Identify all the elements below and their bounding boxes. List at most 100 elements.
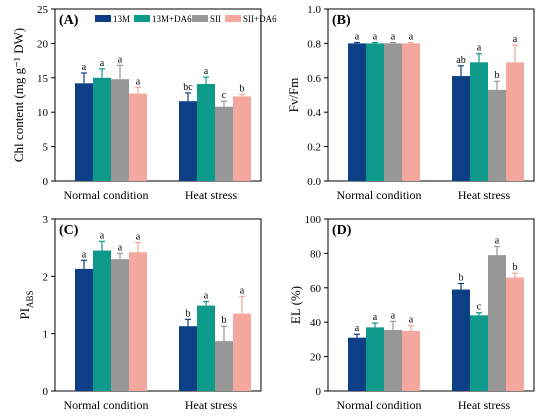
y-tick-label: 0.6 [307, 73, 321, 85]
bar [179, 326, 197, 391]
panel-label: (C) [59, 223, 79, 238]
y-tick-label: 0.8 [307, 38, 321, 50]
significance-letter: a [373, 32, 378, 43]
bar [506, 277, 524, 391]
y-axis-label: Fv/Fm [286, 78, 301, 113]
significance-letter: a [513, 34, 518, 45]
significance-letter: ab [456, 55, 465, 66]
y-tick-label: 0.2 [307, 142, 321, 154]
significance-letter: a [136, 76, 141, 87]
bar [129, 252, 147, 391]
significance-letter: a [495, 236, 500, 247]
bar [111, 259, 129, 391]
legend-label-13m: 13M [113, 14, 130, 24]
significance-letter: b [495, 70, 500, 81]
y-tick-label: 80 [310, 248, 322, 260]
significance-letter: a [240, 285, 245, 296]
bar [402, 43, 420, 182]
bar [215, 341, 233, 391]
y-tick-label: 1 [43, 329, 49, 341]
significance-letter: a [409, 315, 414, 326]
y-axis: 0.0 0.2 0.4 0.6 0.8 1.0 [307, 4, 328, 188]
x-tick-label: Heat stress [185, 398, 238, 412]
bar [215, 106, 233, 181]
panel-label: (B) [332, 13, 351, 28]
y-tick-label: 60 [310, 283, 322, 295]
panel-label: (D) [332, 223, 352, 238]
significance-letter: a [391, 32, 396, 43]
bar [197, 305, 215, 391]
legend-swatch-13m [95, 15, 111, 22]
y-tick-label: 1.0 [307, 4, 321, 16]
y-tick-label: 2 [43, 271, 49, 283]
x-tick-label: Normal condition [64, 188, 149, 202]
y-axis-label-main: PI [17, 308, 32, 320]
significance-letter: a [204, 291, 209, 302]
y-axis-label-sub: ABS [25, 290, 35, 308]
bar [75, 268, 93, 391]
significance-letter: a [100, 58, 105, 69]
bar [506, 62, 524, 181]
bar [129, 93, 147, 181]
x-tick-label: Normal condition [64, 398, 149, 412]
x-tick-label: Normal condition [337, 188, 422, 202]
significance-letter: b [222, 315, 227, 326]
bar [488, 255, 506, 391]
significance-letter: a [118, 54, 123, 65]
significance-letter: a [391, 310, 396, 321]
legend-swatch-sii-da6 [225, 15, 241, 22]
y-tick-label: 0.4 [307, 107, 321, 119]
y-tick-label: 0 [43, 386, 49, 398]
significance-letter: a [477, 43, 482, 54]
panel-c: a b a a a b a a 0 1 2 3 (C) Normal condition Heat … [17, 214, 262, 412]
significance-letter: a [355, 323, 360, 334]
bar [179, 101, 197, 181]
bar [348, 43, 366, 182]
significance-letter: b [459, 273, 464, 284]
significance-letter: a [373, 312, 378, 323]
plot-frame [327, 8, 535, 182]
significance-letter: a [355, 32, 360, 43]
y-tick-label: 0 [43, 176, 49, 188]
significance-letter: a [136, 232, 141, 243]
x-tick-label: Heat stress [458, 398, 511, 412]
y-tick-label: 10 [37, 107, 49, 119]
bar [384, 329, 402, 391]
significance-letter: a [100, 230, 105, 241]
bar [470, 315, 488, 391]
x-tick-label: Normal condition [337, 398, 422, 412]
bar [93, 250, 111, 391]
x-tick-label: Heat stress [185, 188, 238, 202]
legend-swatch-sii [192, 15, 208, 22]
y-tick-label: 5 [43, 142, 49, 154]
bar [233, 96, 251, 181]
legend-label-sii: SII [210, 14, 221, 24]
bar [366, 43, 384, 182]
bar [470, 62, 488, 181]
significance-letter: b [513, 262, 518, 273]
bar [233, 313, 251, 391]
bar [366, 327, 384, 391]
bar-marks: a b a a a b a a [75, 230, 251, 391]
bar [75, 83, 93, 181]
legend-label-13m-da6: 13M+DA6 [152, 14, 192, 24]
plot-frame [54, 218, 262, 392]
legend: 13M 13M+DA6 SII SII+DA6 [95, 14, 277, 24]
bar [452, 76, 470, 181]
significance-letter: a [82, 62, 87, 73]
significance-letter: a [204, 66, 209, 77]
significance-letter: bc [183, 82, 193, 93]
plot-frame [327, 218, 535, 392]
y-tick-label: 25 [37, 4, 49, 16]
y-axis: 0 1 2 3 [43, 214, 55, 398]
bar-marks: a b a c a a a b [348, 236, 524, 391]
panel-d: a b a c a a a b 0 20 40 60 80 100 (D) Normal conditi… [288, 214, 535, 412]
y-tick-label: 20 [37, 38, 49, 50]
legend-label-sii-da6: SII+DA6 [243, 14, 277, 24]
legend-swatch-13m-da6 [134, 15, 150, 22]
y-axis: 0 5 10 15 20 25 [37, 4, 55, 188]
bar [348, 337, 366, 391]
